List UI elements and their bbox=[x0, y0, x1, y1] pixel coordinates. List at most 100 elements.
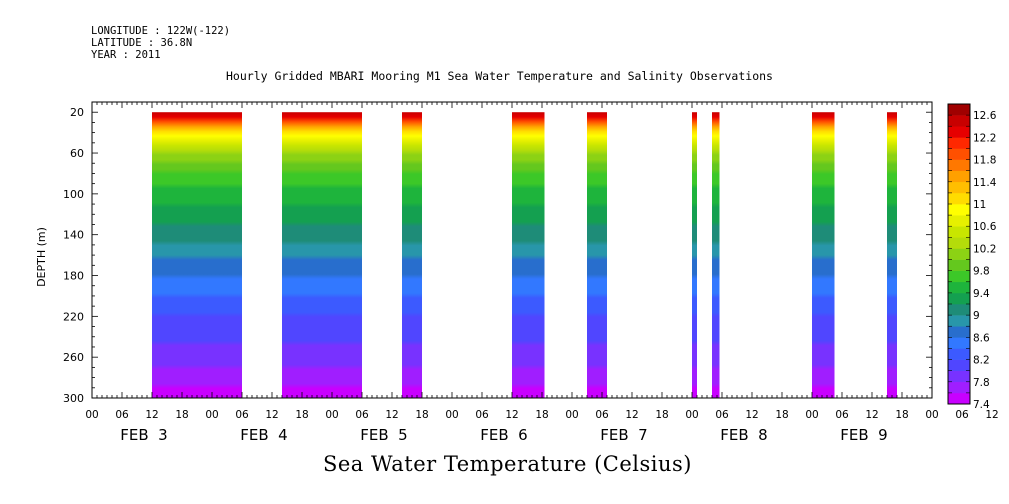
colorbar-swatch bbox=[948, 137, 970, 149]
x-hour-label: 12 bbox=[745, 409, 758, 421]
colorbar-swatch bbox=[948, 292, 970, 305]
x-hour-label: 12 bbox=[385, 409, 398, 421]
data-segment-4 bbox=[512, 112, 545, 398]
colorbar-swatch bbox=[948, 281, 970, 294]
x-hour-label: 00 bbox=[925, 409, 938, 421]
x-hour-label: 00 bbox=[565, 409, 578, 421]
colorbar-swatch bbox=[948, 237, 970, 249]
y-axis-label: DEPTH (m) bbox=[35, 227, 48, 287]
colorbar-label: 11.4 bbox=[973, 177, 997, 189]
axis-ticks: 00 06 12 18 00 06 12 18 00 06 12 18 00 06 12 18 00 06 12 18… bbox=[63, 102, 999, 444]
colorbar-swatch bbox=[948, 159, 970, 171]
colorbar-swatch bbox=[948, 259, 970, 271]
latitude-label: LATITUDE : 36.8N bbox=[91, 37, 193, 49]
colorbar-label: 7.4 bbox=[973, 399, 990, 411]
x-day-label: FEB 7 bbox=[600, 426, 647, 444]
colorbar-label: 12.2 bbox=[973, 132, 996, 144]
x-hour-label: 12 bbox=[505, 409, 518, 421]
colorbar-swatch bbox=[948, 359, 970, 371]
x-hour-label: 12 bbox=[865, 409, 878, 421]
colorbar-swatch bbox=[948, 304, 970, 316]
x-hour-label: 18 bbox=[895, 409, 908, 421]
x-hour-label: 00 bbox=[325, 409, 338, 421]
chart-caption: Sea Water Temperature (Celsius) bbox=[322, 452, 692, 476]
data-segment-8 bbox=[812, 112, 835, 398]
x-hour-label: 18 bbox=[415, 409, 428, 421]
longitude-label: LONGITUDE : 122W(-122) bbox=[91, 25, 231, 37]
colorbar-swatch bbox=[948, 104, 970, 116]
year-label: YEAR : 2011 bbox=[91, 49, 161, 61]
data-segment-3 bbox=[402, 112, 422, 398]
x-hour-label: 18 bbox=[295, 409, 308, 421]
data-segment-5 bbox=[587, 112, 607, 398]
colorbar-label: 9.8 bbox=[973, 266, 990, 278]
y-tick-label: 180 bbox=[63, 270, 84, 283]
y-tick-label: 100 bbox=[63, 188, 84, 201]
data-segment-2 bbox=[282, 112, 362, 398]
x-hour-label: 00 bbox=[805, 409, 818, 421]
colorbar-swatch bbox=[948, 370, 970, 383]
x-hour-label: 18 bbox=[655, 409, 668, 421]
colorbar-label: 12.6 bbox=[973, 110, 997, 122]
x-day-label: FEB 8 bbox=[720, 426, 767, 444]
colorbar-swatch bbox=[948, 381, 970, 394]
colorbar-label: 8.2 bbox=[973, 355, 990, 367]
colorbar-swatch bbox=[948, 270, 970, 283]
colorbar-swatch bbox=[948, 348, 970, 360]
x-day-label: FEB 9 bbox=[840, 426, 887, 444]
data-segments bbox=[152, 112, 897, 398]
x-hour-label: 06 bbox=[835, 409, 849, 421]
x-hour-label: 12 bbox=[985, 409, 998, 421]
x-day-label: FEB 6 bbox=[480, 426, 527, 444]
colorbar: 12.6 12.2 11.8 11.4 11 10.6 10.2 9.8 9.4 9 8.6 8.2 7… bbox=[947, 103, 997, 411]
colorbar-label: 11.8 bbox=[973, 155, 996, 167]
x-hour-label: 00 bbox=[685, 409, 698, 421]
colorbar-swatch bbox=[948, 226, 970, 238]
colorbar-label: 11 bbox=[973, 199, 986, 211]
y-tick-label: 220 bbox=[63, 310, 84, 323]
y-tick-label: 60 bbox=[70, 147, 84, 160]
x-hour-label: 06 bbox=[955, 409, 969, 421]
x-hour-label: 00 bbox=[205, 409, 218, 421]
colorbar-swatch bbox=[948, 248, 970, 260]
y-tick-label: 300 bbox=[63, 392, 84, 405]
colorbar-swatch bbox=[948, 148, 970, 160]
x-hour-label: 12 bbox=[145, 409, 158, 421]
colorbar-label: 10.6 bbox=[973, 221, 997, 233]
x-hour-label: 06 bbox=[355, 409, 369, 421]
colorbar-swatch bbox=[948, 181, 970, 194]
colorbar-label: 9.4 bbox=[973, 288, 990, 300]
colorbar-swatch bbox=[948, 192, 970, 205]
x-hour-label: 06 bbox=[715, 409, 729, 421]
x-hour-label: 18 bbox=[535, 409, 548, 421]
colorbar-border bbox=[947, 103, 971, 405]
colorbar-swatch bbox=[948, 204, 970, 216]
x-day-label: FEB 4 bbox=[240, 426, 287, 444]
colorbar-label: 10.2 bbox=[973, 243, 996, 255]
x-day-label: FEB 5 bbox=[360, 426, 407, 444]
data-segment-7 bbox=[712, 112, 720, 398]
colorbar-label: 8.6 bbox=[973, 332, 990, 344]
colorbar-swatch bbox=[948, 337, 970, 349]
x-hour-label: 06 bbox=[235, 409, 249, 421]
colorbar-swatch bbox=[948, 315, 970, 327]
data-segment-1 bbox=[152, 112, 242, 398]
x-hour-label: 18 bbox=[775, 409, 788, 421]
colorbar-swatch bbox=[948, 326, 970, 338]
colorbar-swatch bbox=[948, 215, 970, 227]
data-segment-9 bbox=[887, 112, 897, 398]
colorbar-swatch bbox=[948, 115, 970, 127]
data-segment-6 bbox=[692, 112, 697, 398]
colorbar-label: 9 bbox=[973, 310, 980, 322]
colorbar-label: 7.8 bbox=[973, 377, 990, 389]
y-tick-label: 20 bbox=[70, 106, 84, 119]
x-hour-label: 18 bbox=[175, 409, 188, 421]
x-hour-label: 12 bbox=[625, 409, 638, 421]
x-hour-label: 06 bbox=[475, 409, 489, 421]
chart-title: Hourly Gridded MBARI Mooring M1 Sea Wate… bbox=[226, 69, 773, 83]
x-hour-label: 06 bbox=[595, 409, 609, 421]
y-tick-label: 140 bbox=[63, 229, 84, 242]
colorbar-swatch bbox=[948, 170, 970, 183]
x-hour-label: 00 bbox=[445, 409, 458, 421]
